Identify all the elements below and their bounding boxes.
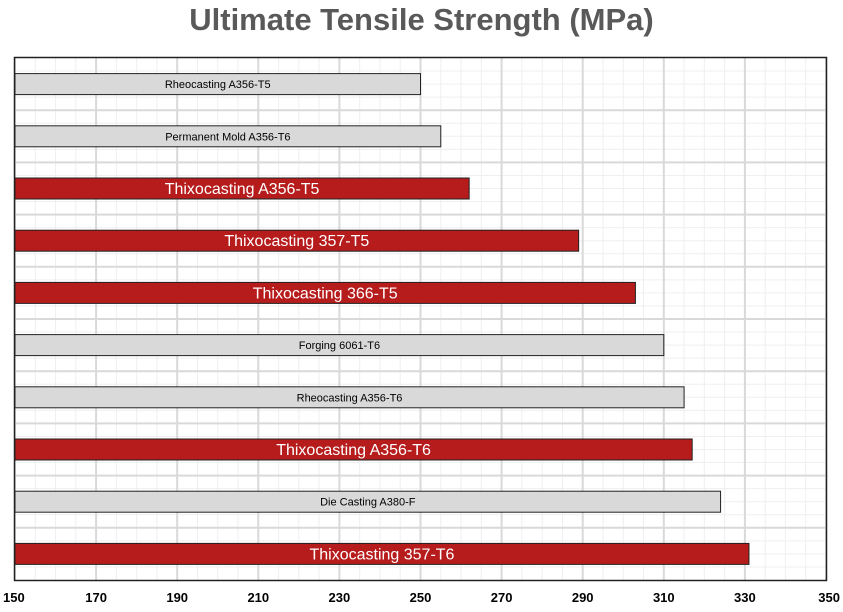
bar-label: Forging 6061-T6 — [299, 340, 380, 352]
x-tick-label: 190 — [166, 590, 188, 605]
x-tick-label: 290 — [572, 590, 594, 605]
plot-frame — [13, 56, 828, 582]
x-tick-label: 210 — [247, 590, 269, 605]
bar-label: Rheocasting A356-T5 — [165, 79, 271, 91]
x-tick-label: 250 — [410, 590, 432, 605]
bar-label: Thixocasting 366-T5 — [253, 285, 398, 302]
x-tick-label: 310 — [653, 590, 675, 605]
bar-layer: Rheocasting A356-T5 Permanent Mold A356-T… — [14, 73, 750, 565]
bar-label: Die Casting A380-F — [320, 497, 416, 509]
bar-label: Thixocasting 357-T6 — [309, 546, 454, 563]
bar-label: Thixocasting A356-T5 — [165, 181, 320, 198]
chart-title: Ultimate Tensile Strength (MPa) — [189, 2, 654, 37]
bar-label: Rheocasting A356-T6 — [297, 392, 403, 404]
x-tick-label: 230 — [329, 590, 351, 605]
bar-label: Permanent Mold A356-T6 — [165, 131, 290, 143]
x-tick-label: 350 — [818, 590, 840, 605]
x-tick-label: 150 — [3, 590, 25, 605]
x-tick-label: 330 — [734, 590, 756, 605]
x-axis-tick-labels: 150 170 190 210 230 250 270 290 310 330 350 — [3, 590, 840, 605]
bar-label: Thixocasting A356-T6 — [276, 442, 431, 459]
x-tick-label: 270 — [491, 590, 513, 605]
bar-label: Thixocasting 357-T5 — [224, 233, 369, 250]
x-tick-label: 170 — [85, 590, 107, 605]
